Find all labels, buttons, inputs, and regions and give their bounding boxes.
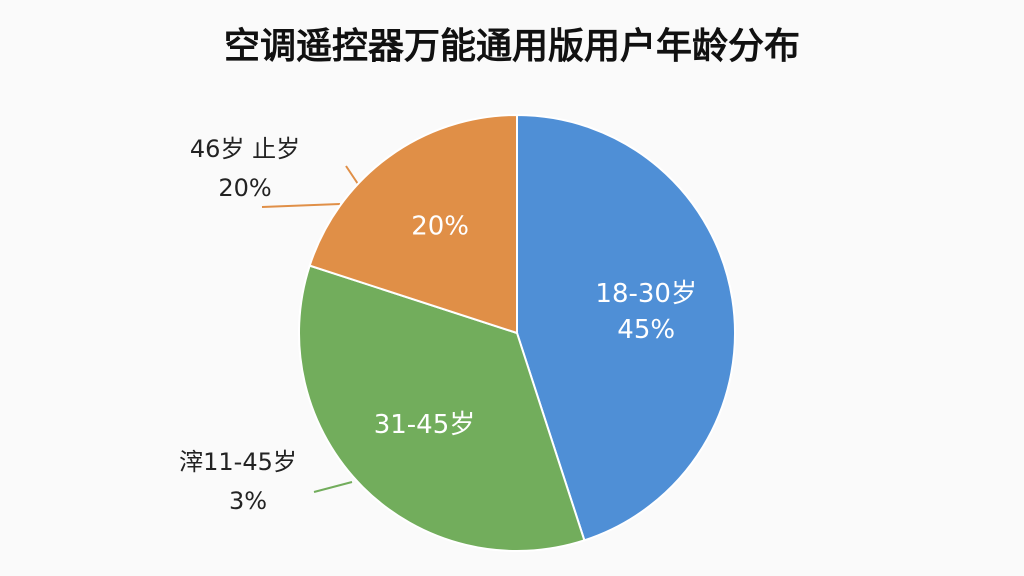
pie-slice — [298, 264, 586, 552]
pie-slice — [308, 113, 518, 335]
annotation: 3% — [229, 487, 267, 515]
chart-title: 空调遥控器万能通用版用户年龄分布 — [224, 26, 800, 67]
annotation: 46岁 止岁 — [190, 135, 300, 163]
leader-line — [313, 481, 353, 493]
annotation: 20% — [218, 174, 271, 202]
leader-line — [345, 165, 359, 185]
leader-lines — [261, 165, 359, 493]
slice-label: 18-30岁 — [595, 279, 697, 309]
leader-line — [261, 203, 341, 208]
pie-slice — [516, 113, 736, 542]
data-label: 20% — [411, 212, 469, 242]
slice-label: 31-45岁 — [374, 410, 476, 440]
annotation: 滓11-45岁 — [179, 448, 297, 476]
data-label: 45% — [617, 315, 675, 345]
